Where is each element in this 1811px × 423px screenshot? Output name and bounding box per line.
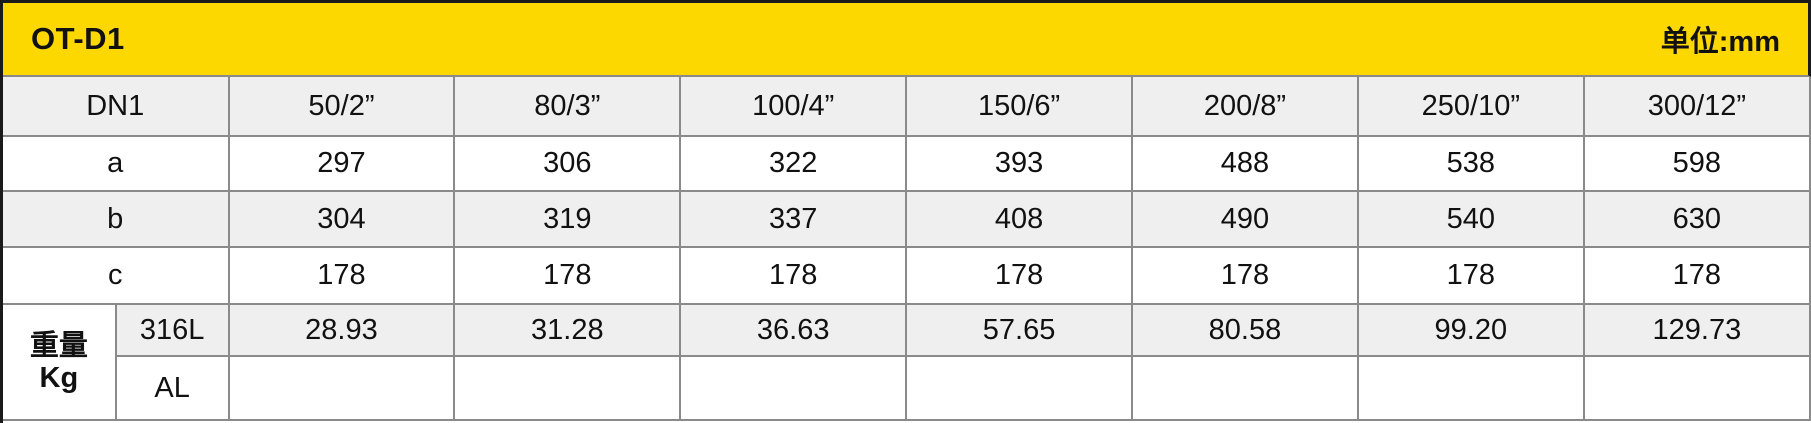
table-row-a: a 297 306 322 393 488 538 598 [3,136,1811,192]
cell: 57.65 [906,304,1133,357]
column-header: 100/4” [680,77,908,137]
cell: 306 [454,136,682,192]
cell: 490 [1132,191,1359,248]
row-label: 316L [115,304,230,357]
cell: 31.28 [454,304,682,357]
cell: 178 [1132,247,1359,305]
cell: 319 [454,191,682,248]
cell [906,356,1133,421]
cell: 540 [1357,191,1585,248]
cell: 393 [906,136,1133,192]
column-header: 50/2” [228,77,456,137]
cell: 178 [1583,247,1811,305]
cell: 178 [906,247,1133,305]
cell: 408 [906,191,1133,248]
weight-unit-label: Kg [39,362,79,394]
cell: 178 [454,247,682,305]
cell [454,356,682,421]
cell: 36.63 [680,304,908,357]
cell: 337 [680,191,908,248]
title-bar: OT-D1 单位:mm [3,3,1811,77]
cell [1357,356,1585,421]
cell: 304 [228,191,456,248]
cell: 129.73 [1583,304,1811,357]
column-header: 80/3” [454,77,682,137]
cell [228,356,456,421]
column-header: 200/8” [1132,77,1359,137]
weight-header-cell: 重量 Kg [3,304,117,421]
table-row-c: c 178 178 178 178 178 178 178 [3,247,1811,305]
model-title: OT-D1 [31,21,125,56]
unit-label: 单位:mm [1660,26,1780,58]
cell: 598 [1583,136,1811,192]
cell: 538 [1357,136,1585,192]
cell: 322 [680,136,908,192]
cell: 297 [228,136,456,192]
table-row-weight-al: AL [3,356,1811,421]
row-label: b [3,191,230,248]
column-header: 250/10” [1357,77,1585,137]
header-row: DN1 50/2” 80/3” 100/4” 150/6” 200/8” 250… [3,77,1811,137]
table-row-weight-316l: 重量 Kg 316L 28.93 31.28 36.63 57.65 80.58… [3,304,1811,421]
column-header: 300/12” [1583,77,1811,137]
cell: 488 [1132,136,1359,192]
cell [680,356,908,421]
cell: 178 [1357,247,1585,305]
cell: 80.58 [1132,304,1359,357]
table-row-b: b 304 319 337 408 490 540 630 [3,191,1811,248]
dimension-table: DN1 50/2” 80/3” 100/4” 150/6” 200/8” 250… [3,77,1811,421]
cell: 630 [1583,191,1811,248]
cell: 99.20 [1357,304,1585,357]
corner-header: DN1 [3,77,230,137]
row-label: AL [115,356,230,421]
weight-label: 重量 [29,329,88,362]
cell [1583,356,1811,421]
row-label: c [3,247,230,305]
column-header: 150/6” [906,77,1133,137]
cell [1132,356,1359,421]
cell: 178 [680,247,908,305]
row-label: a [3,136,230,192]
cell: 28.93 [228,304,456,357]
cell: 178 [228,247,456,305]
